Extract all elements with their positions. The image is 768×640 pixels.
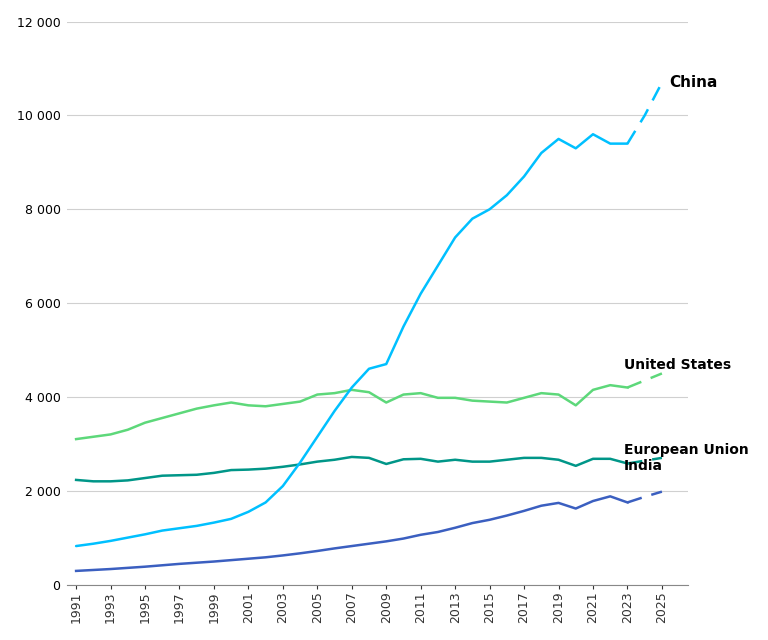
Text: India: India xyxy=(624,459,663,473)
Text: China: China xyxy=(669,75,717,90)
Text: European Union: European Union xyxy=(624,443,749,457)
Text: United States: United States xyxy=(624,358,731,372)
